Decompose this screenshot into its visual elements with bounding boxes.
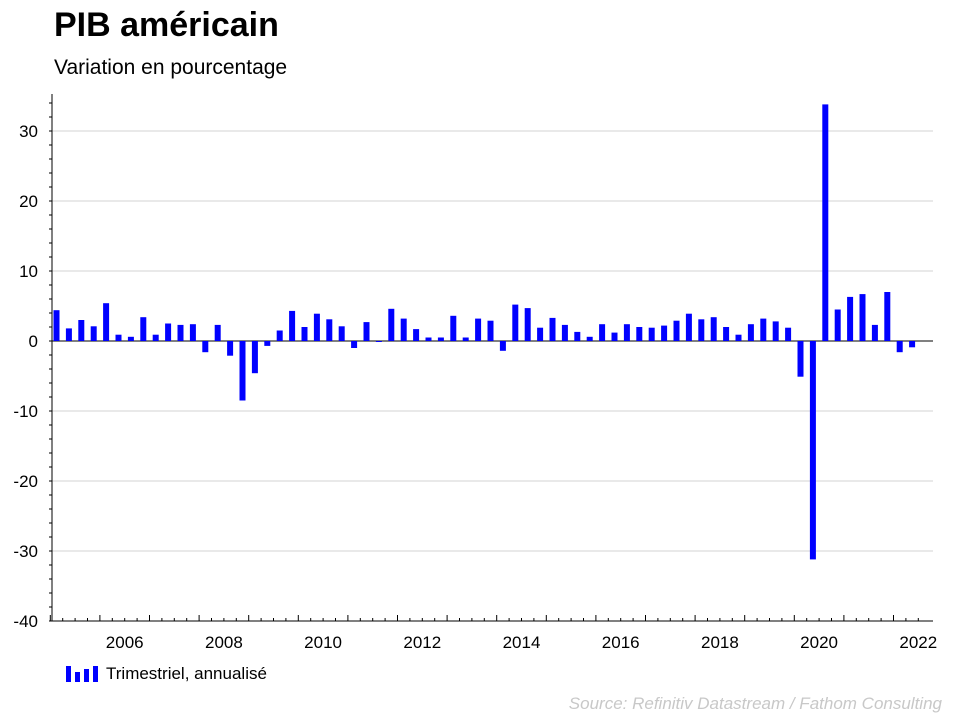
- bar: [710, 317, 717, 341]
- source-note: Source: Refinitiv Datastream / Fathom Co…: [568, 694, 942, 713]
- bar: [549, 317, 556, 341]
- chart-title: PIB américain: [54, 6, 279, 44]
- bar: [772, 321, 779, 341]
- y-tick-label: 10: [19, 262, 38, 281]
- bar: [561, 324, 568, 341]
- x-tick-label: 2018: [701, 633, 739, 652]
- bar: [338, 326, 345, 341]
- bar: [413, 329, 420, 341]
- bar: [313, 313, 320, 341]
- bar: [896, 341, 903, 353]
- bar: [326, 319, 333, 341]
- bar: [437, 337, 444, 341]
- bar: [537, 327, 544, 341]
- x-tick-label: 2012: [403, 633, 441, 652]
- bar: [512, 304, 519, 341]
- bar: [909, 341, 916, 348]
- bar: [115, 334, 122, 341]
- legend-label: Trimestriel, annualisé: [106, 664, 267, 683]
- bar: [351, 341, 358, 348]
- x-tick-label: 2008: [205, 633, 243, 652]
- bar: [636, 327, 643, 341]
- x-tick-label: 2010: [304, 633, 342, 652]
- bar: [127, 336, 134, 341]
- bar: [264, 341, 271, 346]
- chart-subtitle: Variation en pourcentage: [54, 56, 288, 79]
- bar: [648, 327, 655, 341]
- bar: [400, 318, 407, 341]
- y-tick-label: -40: [13, 612, 38, 631]
- bar: [289, 310, 296, 341]
- bar: [276, 330, 283, 341]
- bar: [785, 327, 792, 341]
- bar: [611, 332, 618, 341]
- bar: [735, 334, 742, 341]
- y-tick-label: 30: [19, 122, 38, 141]
- bar: [189, 324, 196, 341]
- bar: [301, 327, 308, 341]
- bar: [53, 310, 60, 341]
- bar: [375, 341, 382, 342]
- y-tick-label: -10: [13, 402, 38, 421]
- bar: [847, 296, 854, 341]
- x-tick-label: 2014: [503, 633, 541, 652]
- bar: [809, 341, 816, 560]
- bar: [90, 326, 97, 341]
- bar: [251, 341, 258, 374]
- x-tick-label: 2020: [800, 633, 838, 652]
- bar: [834, 309, 841, 341]
- bar: [214, 324, 221, 341]
- bar: [685, 313, 692, 341]
- bar: [884, 292, 891, 341]
- bar: [797, 341, 804, 377]
- bar: [462, 337, 469, 341]
- bar: [822, 104, 829, 342]
- bar: [599, 324, 606, 341]
- bar: [623, 324, 630, 341]
- bar: [78, 320, 85, 341]
- legend-swatch-icon: [66, 666, 98, 682]
- x-tick-label: 2016: [602, 633, 640, 652]
- y-tick-label: 0: [29, 332, 38, 351]
- bar: [574, 331, 581, 341]
- bar: [487, 320, 494, 341]
- bars: [53, 104, 916, 560]
- bar: [165, 323, 172, 341]
- bar: [475, 318, 482, 341]
- y-tick-label: 20: [19, 192, 38, 211]
- bar: [499, 341, 506, 351]
- bar: [202, 341, 209, 353]
- legend: Trimestriel, annualisé: [66, 664, 267, 684]
- bar: [859, 294, 866, 341]
- bar: [524, 308, 531, 341]
- bar: [673, 320, 680, 341]
- x-tick-label: 2022: [899, 633, 937, 652]
- bar: [103, 303, 110, 341]
- bar: [140, 317, 147, 341]
- y-tick-label: -20: [13, 472, 38, 491]
- bar: [363, 322, 370, 341]
- y-tick-label: -30: [13, 542, 38, 561]
- x-tick-label: 2006: [106, 633, 144, 652]
- bar: [388, 308, 395, 341]
- bar: [425, 337, 432, 341]
- bar: [152, 334, 159, 341]
- bar: [586, 336, 593, 341]
- bar: [661, 325, 668, 341]
- bar: [747, 324, 754, 341]
- bar: [871, 324, 878, 341]
- bar: [698, 319, 705, 341]
- bar: [227, 341, 234, 356]
- bar: [760, 318, 767, 341]
- bar: [239, 341, 246, 401]
- bar: [177, 324, 184, 341]
- bar: [65, 328, 72, 341]
- bar: [723, 327, 730, 341]
- bar: [450, 315, 457, 341]
